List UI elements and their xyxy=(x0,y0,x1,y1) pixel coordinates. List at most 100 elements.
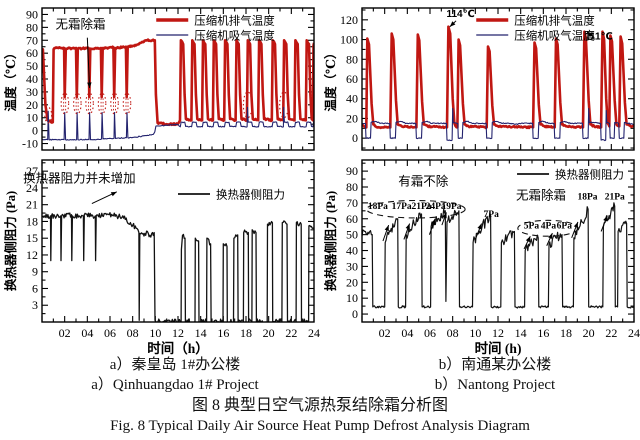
panel-captions: a）秦皇岛 1#办公楼 a）Qinhuangdao 1# Project b）南… xyxy=(0,356,640,395)
svg-text:80: 80 xyxy=(346,180,358,194)
svg-text:24: 24 xyxy=(26,181,38,195)
annotation-ellipse xyxy=(97,92,107,115)
y-axis-label: 换热器侧阻力 (Pa) xyxy=(3,191,18,291)
tick-labels: 3 6 9 12 15 18 21 24 27 02 04 06 08 10 12 14 16 18 20 22 24 xyxy=(26,164,320,340)
svg-text:100: 100 xyxy=(340,33,358,47)
legend-label: 压缩机排气温度 xyxy=(514,14,595,28)
svg-text:12: 12 xyxy=(26,248,38,262)
svg-text:02: 02 xyxy=(59,326,71,340)
svg-text:22: 22 xyxy=(285,326,297,340)
svg-text:40: 40 xyxy=(26,72,38,86)
annotation-text: 无霜除霜 xyxy=(56,17,106,32)
svg-text:50: 50 xyxy=(346,228,358,242)
换热器侧阻力-line xyxy=(42,212,314,322)
annotations: 无霜除霜 xyxy=(44,17,289,124)
svg-text:14: 14 xyxy=(195,326,207,340)
svg-text:10: 10 xyxy=(26,111,38,125)
panel-a: -10 0 10 20 30 40 50 60 70 80 90 温度（℃） 无霜除霜 压缩机排气温度 压缩… xyxy=(0,0,320,356)
svg-text:18: 18 xyxy=(240,326,252,340)
panel-b: 0 20 40 60 80 100 120 温度（℃） 114℃ 111℃ 压缩机排气温度 压缩机吸气… xyxy=(320,0,640,356)
svg-text:04: 04 xyxy=(401,326,413,340)
annotation-text: 18Pa xyxy=(368,202,388,212)
svg-text:70: 70 xyxy=(346,196,358,210)
svg-text:15: 15 xyxy=(26,231,38,245)
annotation-text: 无霜除霜 xyxy=(516,188,566,203)
annotation-text: 17Pa xyxy=(392,202,412,212)
annotation-text: 18Pa xyxy=(578,193,598,203)
svg-text:80: 80 xyxy=(26,20,38,34)
axis-ticks xyxy=(361,8,635,150)
annotation-text: 19Pa xyxy=(442,202,462,212)
svg-text:80: 80 xyxy=(346,52,358,66)
annotation-text: 有霜不除 xyxy=(398,173,449,188)
svg-text:18: 18 xyxy=(560,326,572,340)
x-axis-label: 时间（h） xyxy=(147,340,209,356)
legend-label: 压缩机排气温度 xyxy=(194,14,275,28)
x-axis-label: 时间 (h) xyxy=(475,340,522,356)
压缩机吸气温度-line xyxy=(42,106,314,141)
svg-text:40: 40 xyxy=(346,92,358,106)
svg-text:10: 10 xyxy=(149,326,161,340)
svg-text:06: 06 xyxy=(424,326,436,340)
annotation-text: 6Pa xyxy=(557,221,573,231)
svg-text:02: 02 xyxy=(379,326,391,340)
series-lines xyxy=(42,212,314,322)
annotation-ellipse xyxy=(517,219,579,237)
svg-text:08: 08 xyxy=(447,326,459,340)
nantong-temperature-chart: 020406080100120温度（℃）114℃111℃压缩机排气温度压缩机吸气… xyxy=(323,7,635,151)
annotation-text: 21Pa xyxy=(411,202,431,212)
y-axis-label: 温度（℃） xyxy=(3,47,18,112)
y-axis-label: 换热器侧阻力 (Pa) xyxy=(323,191,338,291)
svg-text:20: 20 xyxy=(263,326,275,340)
svg-text:-10: -10 xyxy=(22,137,38,151)
annotation-text: 24Pa xyxy=(426,202,446,212)
annotation-ellipse xyxy=(122,92,132,115)
svg-text:0: 0 xyxy=(352,307,358,321)
tick-labels: 0 20 40 60 80 100 120 xyxy=(340,13,358,145)
annotation-text: 7Pa xyxy=(484,210,500,220)
series-lines xyxy=(362,25,634,142)
换热器侧阻力-line xyxy=(362,202,634,309)
svg-text:20: 20 xyxy=(26,98,38,112)
legend-label: 换热器侧阻力 xyxy=(555,168,624,182)
svg-text:16: 16 xyxy=(217,326,229,340)
panel-b-charts: 020406080100120温度（℃）114℃111℃压缩机排气温度压缩机吸气… xyxy=(323,7,640,356)
svg-text:60: 60 xyxy=(346,72,358,86)
svg-text:90: 90 xyxy=(346,164,358,178)
annotation-ellipse xyxy=(365,199,466,219)
svg-text:70: 70 xyxy=(26,33,38,47)
annotation-ellipse xyxy=(242,91,253,119)
svg-text:20: 20 xyxy=(346,111,358,125)
svg-text:04: 04 xyxy=(81,326,93,340)
svg-text:21: 21 xyxy=(26,198,38,212)
figure-title-english: Fig. 8 Typical Daily Air Source Heat Pum… xyxy=(110,418,530,434)
chart-panels: -10 0 10 20 30 40 50 60 70 80 90 温度（℃） 无霜除霜 压缩机排气温度 压缩… xyxy=(0,0,640,356)
svg-text:90: 90 xyxy=(26,7,38,21)
svg-text:12: 12 xyxy=(172,326,184,340)
plot-border xyxy=(41,7,315,151)
压缩机排气温度-line xyxy=(42,38,314,127)
annotation-ellipse xyxy=(44,106,53,124)
压缩机吸气温度-line xyxy=(362,108,634,142)
plot-border xyxy=(361,159,635,323)
series-lines xyxy=(42,38,314,141)
caption-a-chinese: a）秦皇岛 1#办公楼 xyxy=(109,357,241,373)
caption-b-chinese: b）南通某办公楼 xyxy=(438,357,552,373)
svg-text:6: 6 xyxy=(32,281,38,295)
svg-text:24: 24 xyxy=(628,326,640,340)
svg-text:20: 20 xyxy=(583,326,595,340)
y-axis-label: 温度（℃） xyxy=(323,47,338,112)
svg-text:22: 22 xyxy=(605,326,617,340)
annotation-ellipse xyxy=(279,91,289,119)
svg-text:60: 60 xyxy=(26,46,38,60)
svg-text:0: 0 xyxy=(352,131,358,145)
svg-text:14: 14 xyxy=(515,326,527,340)
svg-text:30: 30 xyxy=(346,259,358,273)
svg-text:40: 40 xyxy=(346,244,358,258)
